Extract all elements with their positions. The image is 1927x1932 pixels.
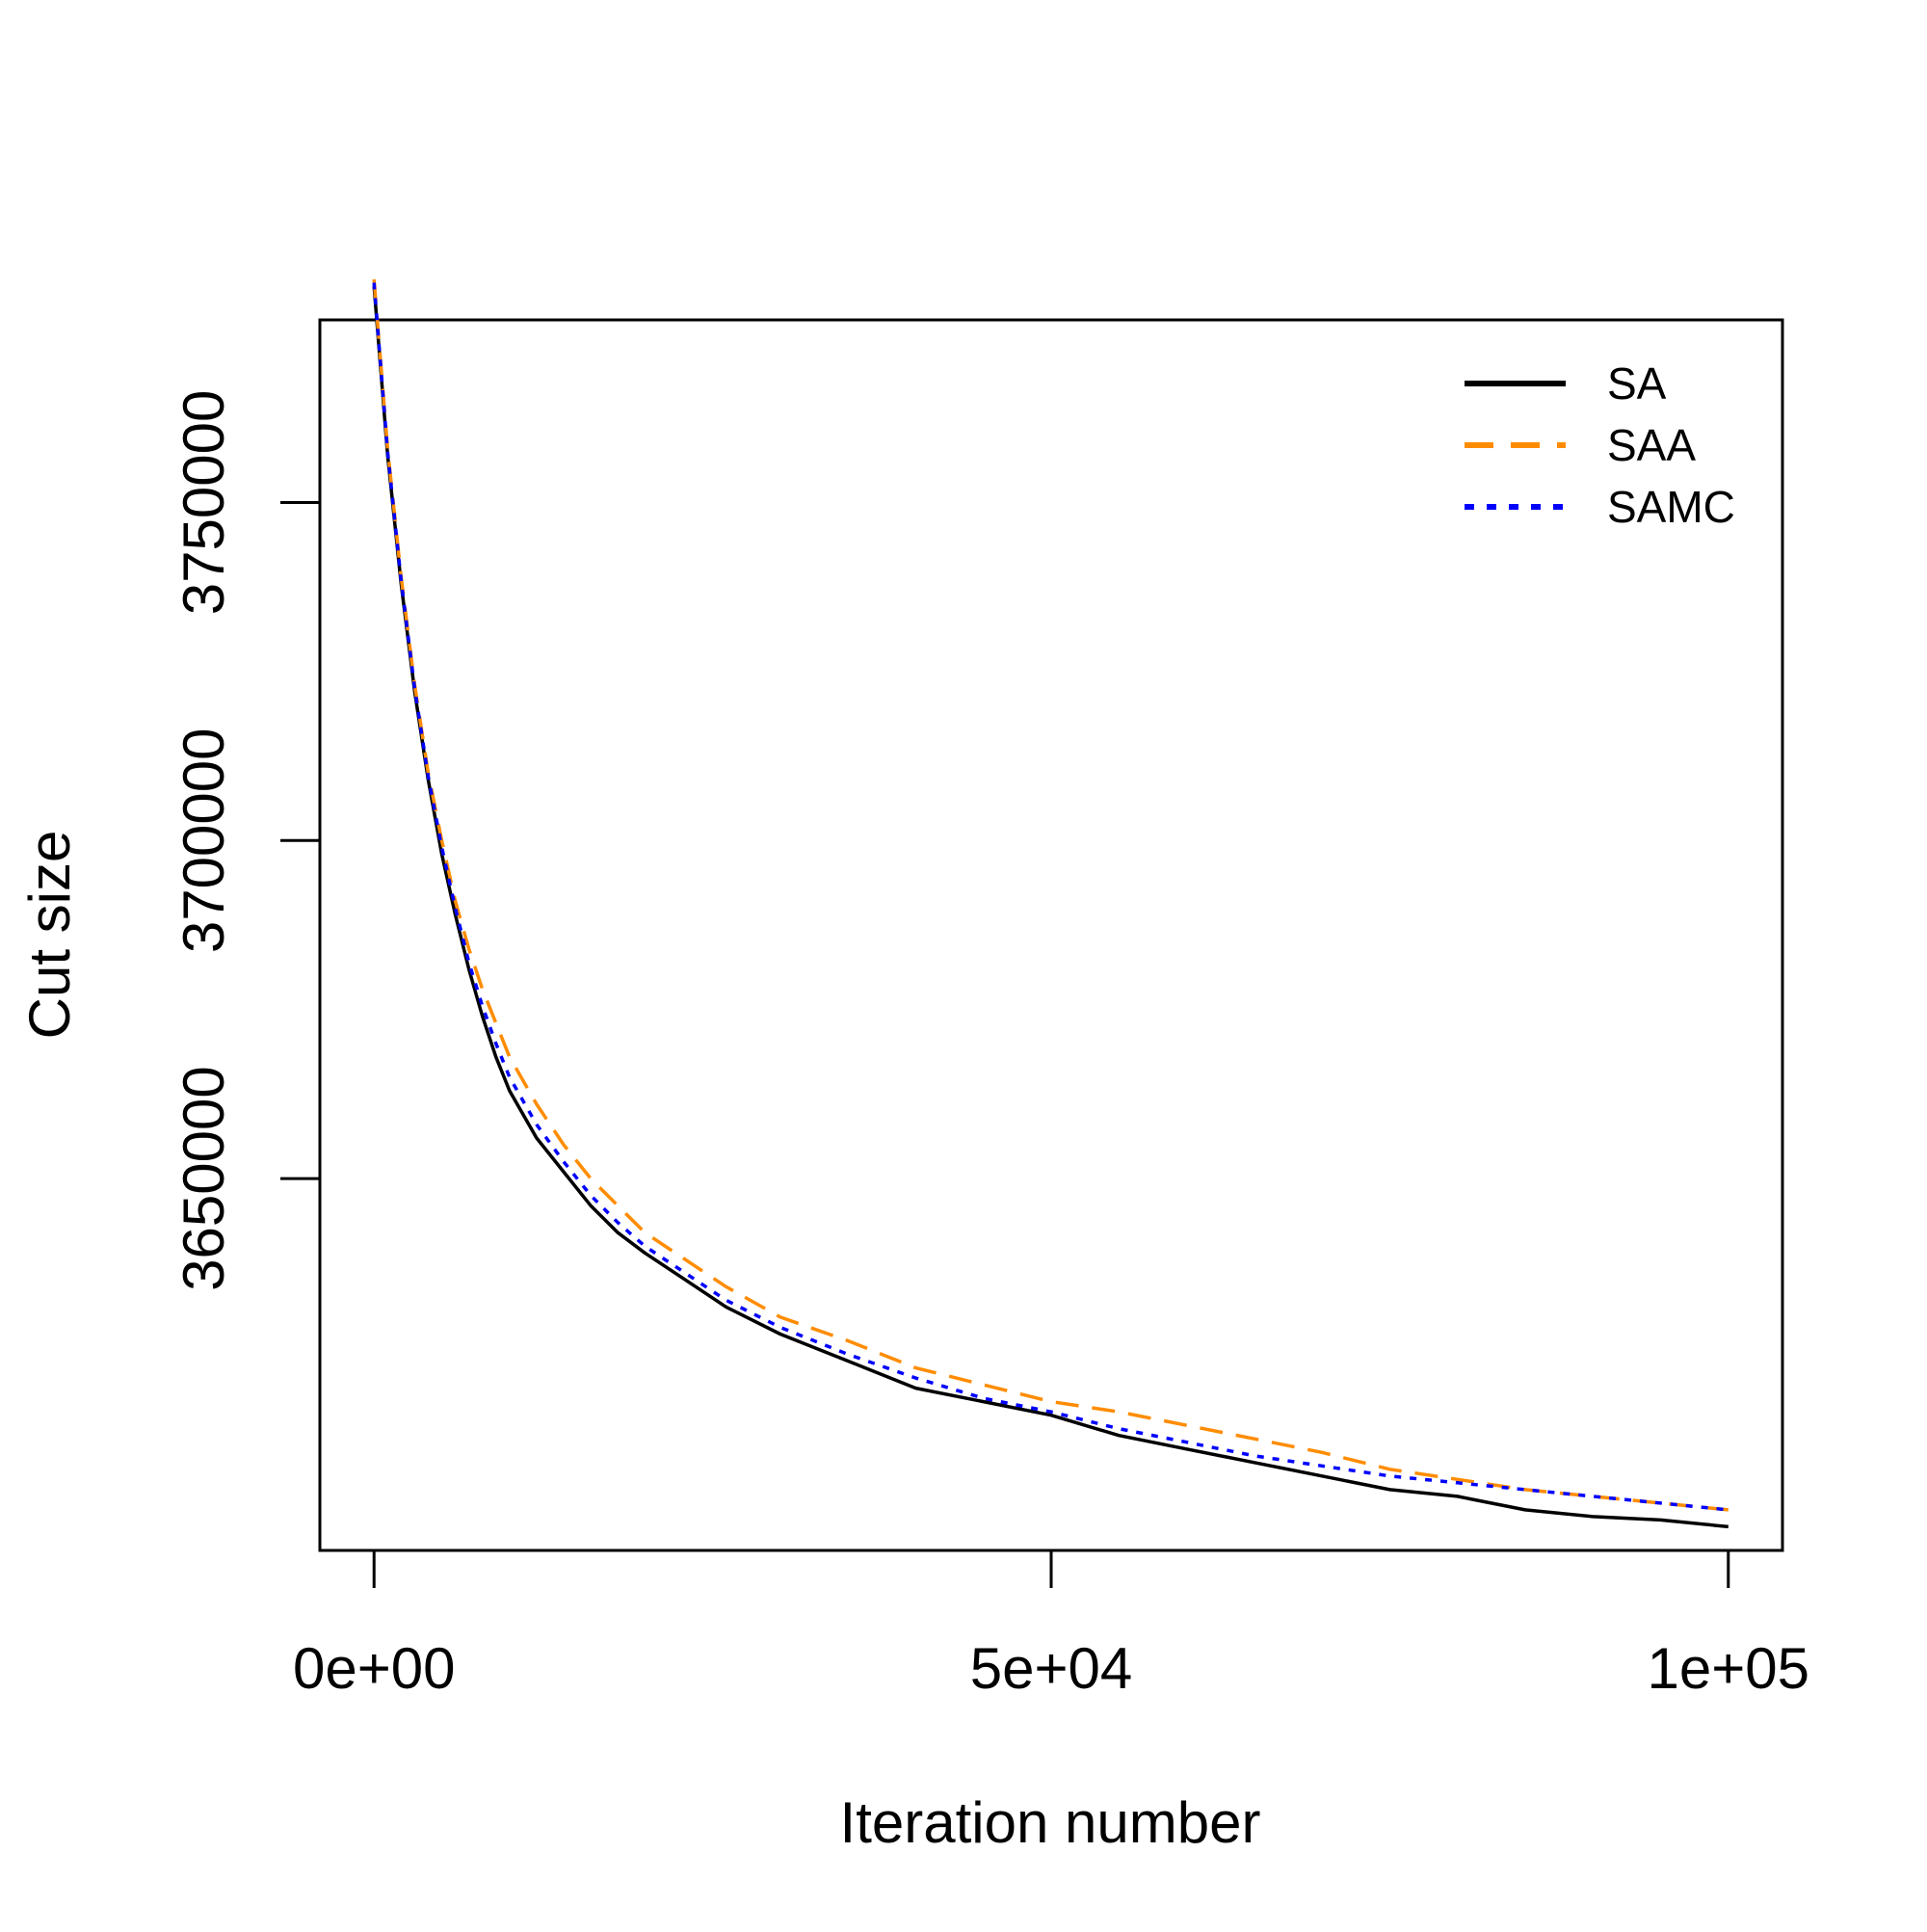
x-axis: 0e+00 5e+04 1e+05 (293, 1548, 1810, 1701)
series-line-saa (372, 278, 1729, 1512)
series-layer (372, 278, 1729, 1529)
series-line-samc (372, 282, 1729, 1512)
legend-label-saa: SAA (1607, 420, 1696, 470)
x-tick-label: 1e+05 (1648, 1636, 1810, 1701)
y-tick-label: 3750000 (172, 390, 236, 616)
y-tick-label: 3700000 (172, 728, 236, 953)
legend-label-samc: SAMC (1607, 482, 1735, 532)
y-axis: 3650000 3700000 3750000 (172, 390, 322, 1291)
x-tick-label: 5e+04 (970, 1636, 1133, 1701)
x-tick-label: 0e+00 (293, 1636, 456, 1701)
x-axis-title: Iteration number (840, 1790, 1261, 1855)
legend-label-sa: SA (1607, 358, 1667, 409)
y-axis-title: Cut size (17, 831, 82, 1040)
y-tick-label: 3650000 (172, 1066, 236, 1291)
plot-frame (318, 318, 1784, 1552)
series-line-sa (372, 285, 1729, 1529)
legend: SA SAA SAMC (1465, 358, 1735, 532)
